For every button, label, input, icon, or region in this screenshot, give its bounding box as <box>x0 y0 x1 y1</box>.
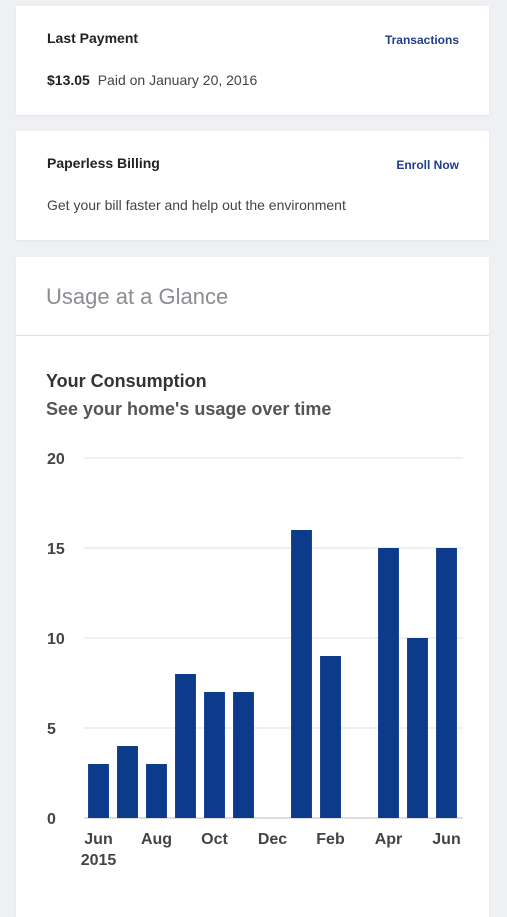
y-tick-label: 20 <box>47 451 65 468</box>
x-tick-label: Apr <box>375 831 403 848</box>
bar <box>204 692 225 818</box>
x-tick-label: Dec <box>258 831 287 848</box>
last-payment-card: Last Payment Transactions $13.05 Paid on… <box>16 6 489 115</box>
bar <box>146 764 167 818</box>
paperless-billing-card: Paperless Billing Enroll Now Get your bi… <box>16 131 489 240</box>
bar <box>320 656 341 818</box>
enroll-now-link[interactable]: Enroll Now <box>396 158 459 172</box>
payment-date: Paid on January 20, 2016 <box>97 72 258 88</box>
payment-amount: $13.05 <box>47 72 90 88</box>
x-tick-label: Oct <box>201 831 228 848</box>
x-tick-label: Jun <box>84 831 112 848</box>
x-tick-label: Jun <box>432 831 460 848</box>
x-tick-label: Feb <box>316 831 345 848</box>
consumption-chart: 0 5 10 15 20 Jun 2015 Aug Oct Dec Feb Apr Jun <box>47 451 463 869</box>
usage-title: Usage at a Glance <box>46 284 229 309</box>
paperless-description: Get your bill faster and help out the en… <box>47 197 346 213</box>
bar <box>291 530 312 818</box>
bar <box>117 746 138 818</box>
payment-details: $13.05 Paid on January 20, 2016 <box>47 72 257 88</box>
bar <box>407 638 428 818</box>
chart-subtitle: See your home's usage over time <box>46 399 332 419</box>
last-payment-title: Last Payment <box>47 30 139 46</box>
y-tick-label: 0 <box>47 811 56 828</box>
chart-title: Your Consumption <box>46 371 207 391</box>
y-tick-label: 10 <box>47 631 65 648</box>
bar <box>436 548 457 818</box>
usage-card: Usage at a Glance Your Consumption See y… <box>16 257 489 917</box>
bar <box>378 548 399 818</box>
bar <box>88 764 109 818</box>
y-tick-label: 15 <box>47 541 65 558</box>
x-tick-label: Aug <box>141 831 172 848</box>
y-tick-label: 5 <box>47 721 56 738</box>
x-tick-sublabel: 2015 <box>81 852 117 869</box>
transactions-link[interactable]: Transactions <box>384 33 459 47</box>
bar <box>175 674 196 818</box>
paperless-billing-title: Paperless Billing <box>47 155 160 171</box>
usage-header: Usage at a Glance <box>16 257 489 336</box>
bar <box>233 692 254 818</box>
